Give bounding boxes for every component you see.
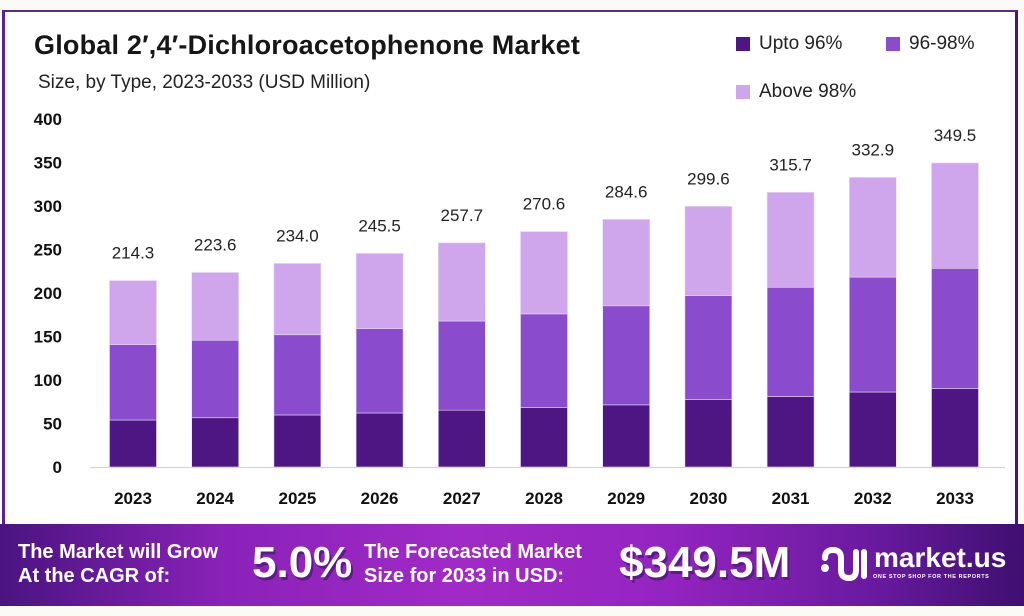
bar-segment-above-98-	[273, 263, 322, 336]
bar-segment-upto-96-	[355, 412, 404, 468]
bar-segment-above-98-	[766, 192, 815, 288]
bar-segment-upto-96-	[520, 407, 568, 468]
bar-segment-upto-96-	[273, 414, 322, 468]
legend-swatch-above-98	[736, 85, 750, 99]
bar-segment-96-98-	[602, 305, 651, 406]
x-tick-label: 2030	[689, 489, 727, 508]
x-tick-label: 2024	[196, 489, 234, 508]
summary-banner: The Market will Grow At the CAGR of: 5.0…	[0, 524, 1024, 606]
y-tick-label: 150	[34, 328, 62, 347]
bar-segment-upto-96-	[191, 417, 239, 468]
bar-segment-above-98-	[520, 231, 568, 315]
y-tick-label: 250	[34, 241, 62, 260]
bar-segment-96-98-	[191, 339, 239, 419]
cagr-label-line1: The Market will Grow	[18, 541, 219, 563]
bar-segment-upto-96-	[766, 396, 815, 468]
x-tick-label: 2032	[854, 489, 892, 508]
bar-segment-above-98-	[602, 219, 651, 307]
forecast-label-line1: The Forecasted Market	[364, 541, 582, 563]
bar-segment-above-98-	[848, 177, 897, 278]
y-tick-label: 50	[43, 415, 62, 434]
bar-segment-upto-96-	[684, 399, 733, 468]
logo-name: market.us	[874, 542, 1007, 573]
bar-segment-96-98-	[437, 320, 486, 411]
bar-segment-96-98-	[848, 276, 897, 393]
legend-swatch-upto-96	[736, 37, 750, 51]
forecast-label: The Forecasted Market Size for 2033 in U…	[364, 540, 582, 588]
bar-segment-above-98-	[109, 280, 157, 345]
bar-segment-above-98-	[931, 162, 979, 269]
bar-total-label: 257.7	[441, 206, 484, 225]
chart-card	[2, 10, 1018, 525]
x-tick-label: 2027	[443, 489, 481, 508]
bar-segment-upto-96-	[109, 419, 157, 468]
legend-item-above-98: Above 98%	[736, 81, 856, 103]
bar-segment-96-98-	[109, 344, 157, 421]
bar-segment-96-98-	[273, 334, 322, 416]
cagr-label: The Market will Grow At the CAGR of:	[18, 540, 218, 588]
chart-title: Global 2′,4′-Dichloroacetophenone Market	[34, 30, 581, 60]
legend-item-96-98: 96-98%	[886, 33, 975, 55]
bar-total-label: 332.9	[852, 140, 895, 159]
bar-segment-above-98-	[437, 242, 486, 322]
forecast-label-line2: Size for 2033 in USD:	[364, 565, 565, 587]
bar-segment-96-98-	[931, 267, 979, 389]
bar-segment-above-98-	[355, 253, 404, 329]
bar-total-label: 315.7	[769, 155, 812, 174]
y-tick-label: 350	[34, 154, 62, 173]
y-tick-label: 0	[53, 458, 62, 477]
bar-segment-above-98-	[684, 206, 733, 296]
bar-segment-96-98-	[684, 295, 733, 400]
x-tick-label: 2029	[607, 489, 645, 508]
market-us-logo-icon	[821, 546, 867, 582]
bar-total-label: 270.6	[523, 195, 566, 214]
bar-segment-96-98-	[520, 313, 568, 408]
y-tick-label: 400	[34, 110, 62, 129]
x-tick-label: 2023	[114, 489, 152, 508]
bar-segment-upto-96-	[848, 391, 897, 468]
bar-segment-upto-96-	[437, 409, 486, 468]
stacked-bar-chart: 0 50 100 150 200 250 300 350 400 214.3 2023 223.6 20…	[34, 110, 1005, 508]
x-tick-label: 2025	[278, 489, 316, 508]
cagr-label-line2: At the CAGR of:	[18, 565, 171, 587]
legend-label: 96-98%	[909, 33, 975, 54]
chart-subtitle: Size, by Type, 2023-2033 (USD Million)	[38, 72, 371, 93]
bar-segment-96-98-	[355, 328, 404, 414]
logo-tagline: ONE STOP SHOP FOR THE REPORTS	[873, 574, 990, 580]
bar-total-label: 284.6	[605, 182, 648, 201]
x-tick-label: 2028	[525, 489, 563, 508]
bar-total-label: 349.5	[934, 126, 977, 145]
legend-label: Above 98%	[759, 81, 857, 102]
bottom-strip	[0, 606, 1024, 616]
legend-item-upto-96: Upto 96%	[736, 33, 842, 55]
bar-segment-upto-96-	[931, 388, 979, 468]
x-tick-label: 2026	[361, 489, 399, 508]
bar-total-label: 299.6	[687, 169, 730, 188]
legend-label: Upto 96%	[759, 33, 843, 54]
bar-segment-upto-96-	[602, 404, 651, 468]
y-tick-label: 200	[34, 284, 62, 303]
y-tick-label: 300	[34, 197, 62, 216]
bar-total-label: 245.5	[358, 216, 401, 235]
x-tick-label: 2031	[772, 489, 810, 508]
bar-total-label: 214.3	[112, 244, 155, 263]
legend-swatch-96-98	[886, 37, 900, 51]
bar-total-label: 223.6	[194, 235, 237, 254]
bar-total-label: 234.0	[276, 226, 319, 245]
cagr-value: 5.0%	[252, 538, 353, 587]
bar-segment-above-98-	[191, 272, 239, 341]
forecast-value: $349.5M	[619, 538, 791, 587]
bar-segment-96-98-	[766, 286, 815, 397]
y-tick-label: 100	[34, 371, 62, 390]
x-tick-label: 2033	[936, 489, 974, 508]
